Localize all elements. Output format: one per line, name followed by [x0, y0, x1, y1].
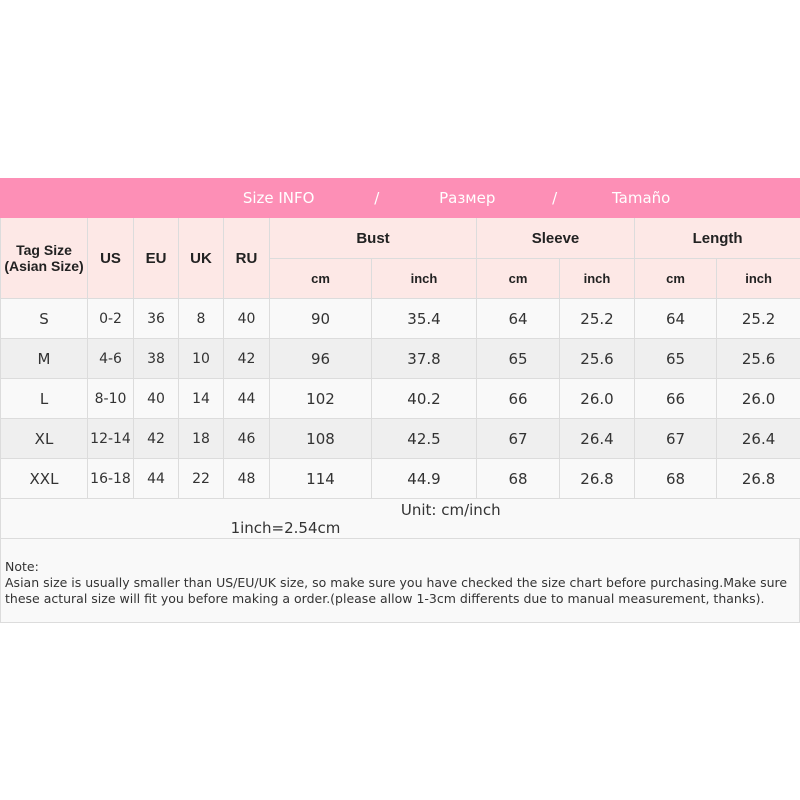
title-bar: Size INFO / Размер / Tamaño — [0, 178, 800, 218]
table-cell: 68 — [634, 458, 717, 499]
table-cell: 90 — [269, 298, 372, 339]
table-cell: 16-18 — [87, 458, 134, 499]
conversion-text: 1inch=2.54cm — [230, 518, 341, 537]
title-separator: / — [552, 189, 558, 207]
table-row: XXL 16-18 44 22 48 114 44.9 68 26.8 68 26.8 — [0, 458, 800, 499]
table-cell: 46 — [223, 418, 270, 459]
note-line-2: these actural size will fit you before m… — [5, 591, 765, 606]
table-cell: 25.2 — [715, 298, 800, 339]
table-row: XL 12-14 42 18 46 108 42.5 67 26.4 67 26.4 — [0, 418, 800, 459]
table-cell: 25.6 — [715, 338, 800, 379]
header-us: US — [87, 217, 134, 299]
note-line-1: Asian size is usually smaller than US/EU… — [5, 575, 788, 590]
title-separator: / — [374, 189, 380, 207]
unit-row: Unit: cm/inch 1inch=2.54cm — [0, 498, 800, 539]
header-length-cm: cm — [634, 258, 717, 299]
table-row: M 4-6 38 10 42 96 37.8 65 25.6 65 25.6 — [0, 338, 800, 379]
table-cell: 40 — [223, 298, 270, 339]
table-cell: S — [0, 298, 88, 339]
table-cell: 4-6 — [87, 338, 134, 379]
title-size-info: Size INFO — [242, 189, 315, 207]
table-cell: 26.4 — [715, 418, 800, 459]
table-cell: 64 — [634, 298, 717, 339]
table-cell: 8 — [178, 298, 224, 339]
header-eu: EU — [133, 217, 179, 299]
table-cell: 25.6 — [559, 338, 635, 379]
table-cell: 66 — [476, 378, 560, 419]
table-cell: 36 — [133, 298, 179, 339]
note: Note: Asian size is usually smaller than… — [0, 539, 800, 623]
table-cell: 26.8 — [559, 458, 635, 499]
table-cell: 44.9 — [371, 458, 477, 499]
table-row: L 8-10 40 14 44 102 40.2 66 26.0 66 26.0 — [0, 378, 800, 419]
table-cell: 68 — [476, 458, 560, 499]
table-cell: 12-14 — [87, 418, 134, 459]
table-cell: 26.0 — [715, 378, 800, 419]
header-sleeve-inch: inch — [559, 258, 635, 299]
table-cell: M — [0, 338, 88, 379]
table-cell: 18 — [178, 418, 224, 459]
table-cell: 40.2 — [371, 378, 477, 419]
header-bust-inch: inch — [371, 258, 477, 299]
table-cell: 48 — [223, 458, 270, 499]
size-chart: Size INFO / Размер / Tamaño Tag Size (Asi… — [0, 178, 800, 623]
table-cell: 37.8 — [371, 338, 477, 379]
title-razmer: Размер — [439, 189, 496, 207]
title-tamano: Tamaño — [611, 189, 671, 207]
table-cell: 102 — [269, 378, 372, 419]
header-sleeve-cm: cm — [476, 258, 560, 299]
header-length-inch: inch — [715, 258, 800, 299]
table-cell: 26.0 — [559, 378, 635, 419]
table-cell: 14 — [178, 378, 224, 419]
size-table: Size INFO / Размер / Tamaño Tag Size (Asi… — [0, 178, 800, 539]
header-tag-size: Tag Size (Asian Size) — [0, 217, 88, 299]
table-cell: 64 — [476, 298, 560, 339]
table-cell: 114 — [269, 458, 372, 499]
table-cell: L — [0, 378, 88, 419]
table-cell: 40 — [133, 378, 179, 419]
table-cell: 10 — [178, 338, 224, 379]
table-cell: 25.2 — [559, 298, 635, 339]
table-cell: 96 — [269, 338, 372, 379]
table-cell: 67 — [476, 418, 560, 459]
header-uk: UK — [178, 217, 224, 299]
table-cell: 65 — [476, 338, 560, 379]
table-cell: 42.5 — [371, 418, 477, 459]
header-ru: RU — [223, 217, 270, 299]
header-length: Length — [633, 217, 800, 259]
table-cell: 8-10 — [87, 378, 134, 419]
table-cell: 26.4 — [559, 418, 635, 459]
table-cell: 44 — [133, 458, 179, 499]
table-cell: XXL — [0, 458, 88, 499]
table-cell: 65 — [634, 338, 717, 379]
table-cell: 22 — [178, 458, 224, 499]
table-cell: 35.4 — [371, 298, 477, 339]
table-cell: 67 — [634, 418, 717, 459]
table-row: S 0-2 36 8 40 90 35.4 64 25.2 64 25.2 — [0, 298, 800, 339]
table-cell: 26.8 — [715, 458, 800, 499]
table-cell: 42 — [133, 418, 179, 459]
table-cell: 108 — [269, 418, 372, 459]
table-cell: 44 — [223, 378, 270, 419]
table-cell: 42 — [223, 338, 270, 379]
table-cell: 66 — [634, 378, 717, 419]
table-cell: 38 — [133, 338, 179, 379]
header-sleeve: Sleeve — [476, 217, 635, 259]
header-bust: Bust — [269, 217, 477, 259]
note-label: Note: — [5, 559, 39, 574]
table-cell: 0-2 — [87, 298, 134, 339]
header-bust-cm: cm — [269, 258, 372, 299]
unit-text: Unit: cm/inch — [400, 500, 501, 519]
table-cell: XL — [0, 418, 88, 459]
